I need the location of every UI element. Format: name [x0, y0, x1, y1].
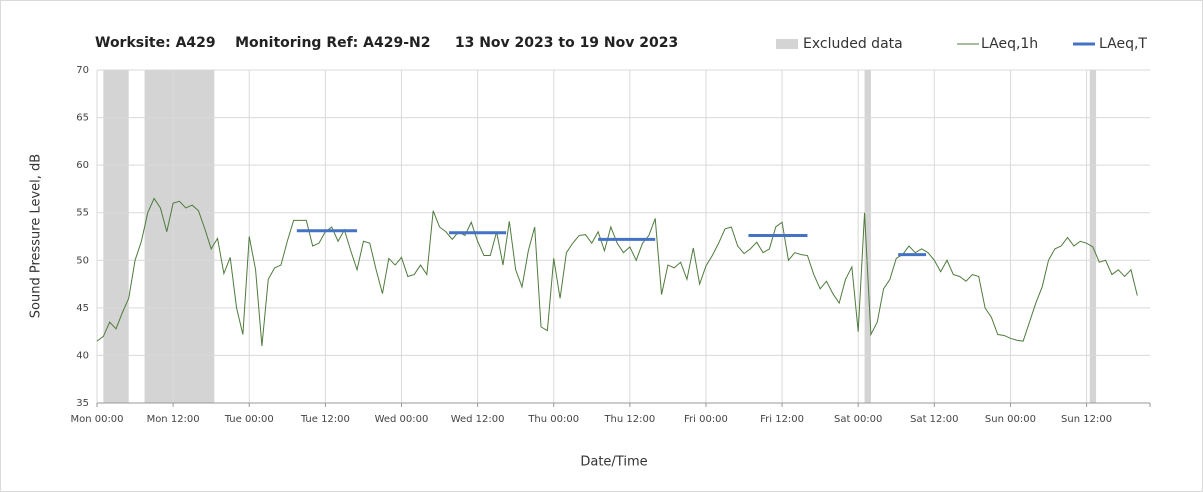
x-tick-label: Sun 00:00	[985, 414, 1036, 425]
y-tick-label: 60	[76, 160, 89, 171]
x-tick-label: Wed 00:00	[375, 414, 429, 425]
y-tick-label: 40	[76, 350, 89, 361]
x-tick-label: Mon 12:00	[147, 414, 200, 425]
x-tick-label: Sat 00:00	[834, 414, 882, 425]
legend-label: Excluded data	[803, 36, 903, 52]
x-tick-label: Thu 12:00	[603, 414, 655, 425]
legend-label: LAeq,T	[1099, 36, 1147, 52]
excluded-band	[144, 70, 215, 403]
x-tick-label: Thu 00:00	[527, 414, 579, 425]
y-axis-title: Sound Pressure Level, dB	[29, 154, 44, 318]
x-tick-label: Fri 00:00	[684, 414, 728, 425]
excluded-band	[103, 70, 129, 403]
y-tick-label: 55	[76, 208, 89, 219]
x-tick-label: Fri 12:00	[760, 414, 804, 425]
excluded-band	[1089, 70, 1097, 403]
x-axis-title: Date/Time	[580, 455, 647, 470]
x-tick-label: Tue 00:00	[224, 414, 274, 425]
y-tick-label: 35	[76, 398, 89, 409]
series-line	[96, 197, 1138, 346]
y-tick-label: 65	[76, 113, 89, 124]
x-tick-label: Mon 00:00	[70, 414, 123, 425]
x-tick-label: Wed 12:00	[451, 414, 505, 425]
x-tick-label: Sun 12:00	[1061, 414, 1112, 425]
x-tick-label: Sat 12:00	[910, 414, 958, 425]
x-tick-label: Tue 12:00	[300, 414, 350, 425]
y-tick-label: 45	[76, 303, 89, 314]
excluded-band	[864, 70, 871, 403]
chart-title: Worksite: A429 Monitoring Ref: A429-N2 1…	[95, 35, 678, 51]
y-tick-label: 50	[76, 255, 89, 266]
legend-label: LAeq,1h	[981, 36, 1038, 52]
y-tick-label: 70	[76, 65, 89, 76]
legend-swatch	[776, 39, 798, 49]
